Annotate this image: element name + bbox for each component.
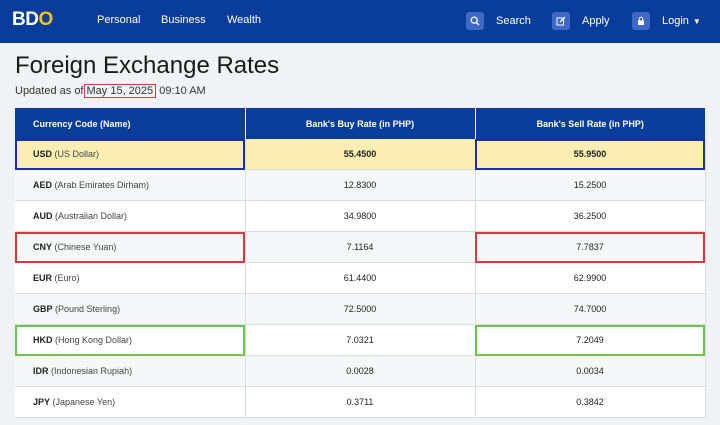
- currency-code: USD: [33, 149, 53, 159]
- table-row: USD (US Dollar) 55.4500 55.9500: [15, 139, 706, 170]
- lock-icon: [632, 12, 650, 30]
- currency-name: (Pound Sterling): [55, 304, 121, 314]
- table-row: HKD (Hong Kong Dollar) 7.0321 7.2049: [15, 324, 706, 356]
- fx-rates-table: Currency Code (Name) Bank's Buy Rate (in…: [15, 108, 706, 418]
- buy-rate-cell: 12.8300: [245, 169, 476, 201]
- currency-name: (Australian Dollar): [55, 211, 128, 221]
- currency-name: (US Dollar): [54, 149, 100, 159]
- currency-cell: IDR (Indonesian Rupiah): [15, 355, 246, 387]
- sell-rate-cell: 7.7837: [475, 231, 706, 263]
- currency-code: EUR: [33, 273, 53, 283]
- top-nav-bar: BDO Personal Business Wealth Search Appl…: [0, 0, 720, 43]
- sell-rate-cell: 36.2500: [475, 200, 706, 232]
- table-row: GBP (Pound Sterling) 72.5000 74.7000: [15, 293, 706, 325]
- table-header-row: Currency Code (Name) Bank's Buy Rate (in…: [15, 108, 705, 139]
- col-header-buy: Bank's Buy Rate (in PHP): [245, 108, 476, 139]
- currency-code: CNY: [33, 242, 53, 252]
- currency-code: AUD: [33, 211, 53, 221]
- currency-cell: AUD (Australian Dollar): [15, 200, 246, 232]
- table-row: CNY (Chinese Yuan) 7.1164 7.7837: [15, 231, 706, 263]
- currency-name: (Arab Emirates Dirham): [54, 180, 150, 190]
- buy-rate-cell: 72.5000: [245, 293, 476, 325]
- currency-name: (Chinese Yuan): [54, 242, 117, 252]
- table-row: AED (Arab Emirates Dirham) 12.8300 15.2500: [15, 169, 706, 201]
- col-header-currency: Currency Code (Name): [15, 108, 246, 139]
- currency-code: JPY: [33, 397, 51, 407]
- buy-rate-cell: 61.4400: [245, 262, 476, 294]
- currency-code: AED: [33, 180, 53, 190]
- apply-label: Apply: [582, 15, 610, 27]
- page-title: Foreign Exchange Rates: [15, 52, 280, 79]
- login-label: Login: [662, 15, 689, 27]
- currency-name: (Japanese Yen): [52, 397, 116, 407]
- col-header-sell: Bank's Sell Rate (in PHP): [475, 108, 705, 139]
- currency-cell: CNY (Chinese Yuan): [15, 231, 246, 263]
- search-button[interactable]: Search: [466, 11, 531, 31]
- currency-cell: USD (US Dollar): [15, 139, 246, 170]
- currency-cell: GBP (Pound Sterling): [15, 293, 246, 325]
- currency-name: (Euro): [54, 273, 80, 283]
- login-button[interactable]: Login ▼: [632, 11, 701, 31]
- buy-rate-cell: 7.0321: [245, 324, 476, 356]
- table-row: IDR (Indonesian Rupiah) 0.0028 0.0034: [15, 355, 706, 387]
- sell-rate-cell: 15.2500: [475, 169, 706, 201]
- updated-prefix: Updated as of: [15, 85, 84, 97]
- sell-rate-cell: 74.7000: [475, 293, 706, 325]
- apply-button[interactable]: Apply: [552, 11, 610, 31]
- table-row: JPY (Japanese Yen) 0.3711 0.3842: [15, 386, 706, 418]
- buy-rate-cell: 55.4500: [245, 139, 476, 170]
- updated-timestamp: Updated as of May 15, 2025 09:10 AM: [15, 84, 206, 98]
- currency-code: HKD: [33, 335, 53, 345]
- buy-rate-cell: 7.1164: [245, 231, 476, 263]
- currency-cell: HKD (Hong Kong Dollar): [15, 324, 246, 356]
- currency-code: IDR: [33, 366, 49, 376]
- edit-icon: [552, 12, 570, 30]
- logo-o: O: [38, 9, 53, 30]
- currency-code: GBP: [33, 304, 53, 314]
- nav-business[interactable]: Business: [161, 14, 206, 26]
- sell-rate-cell: 7.2049: [475, 324, 706, 356]
- nav-wealth[interactable]: Wealth: [227, 14, 262, 26]
- sell-rate-cell: 0.3842: [475, 386, 706, 418]
- sell-rate-cell: 0.0034: [475, 355, 706, 387]
- bdo-logo[interactable]: BDO: [12, 9, 53, 31]
- buy-rate-cell: 34.9800: [245, 200, 476, 232]
- buy-rate-cell: 0.3711: [245, 386, 476, 418]
- currency-cell: JPY (Japanese Yen): [15, 386, 246, 418]
- currency-cell: AED (Arab Emirates Dirham): [15, 169, 246, 201]
- search-icon: [466, 12, 484, 30]
- updated-date: May 15, 2025: [83, 84, 157, 98]
- chevron-down-icon: ▼: [692, 16, 701, 26]
- sell-rate-cell: 55.9500: [475, 139, 706, 170]
- nav-personal[interactable]: Personal: [97, 14, 141, 26]
- search-label: Search: [496, 15, 531, 27]
- buy-rate-cell: 0.0028: [245, 355, 476, 387]
- table-row: EUR (Euro) 61.4400 62.9900: [15, 262, 706, 294]
- currency-cell: EUR (Euro): [15, 262, 246, 294]
- logo-text: BD: [12, 9, 39, 30]
- updated-time: 09:10 AM: [159, 85, 206, 97]
- table-row: AUD (Australian Dollar) 34.9800 36.2500: [15, 200, 706, 232]
- currency-name: (Hong Kong Dollar): [55, 335, 133, 345]
- sell-rate-cell: 62.9900: [475, 262, 706, 294]
- currency-name: (Indonesian Rupiah): [51, 366, 133, 376]
